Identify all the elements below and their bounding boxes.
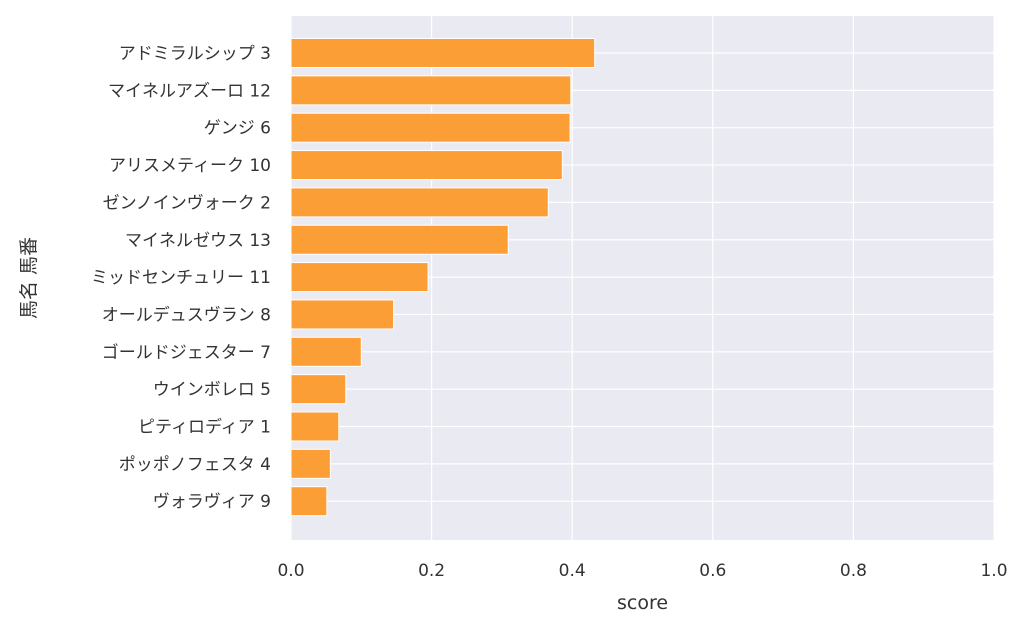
bar [290,38,596,68]
category-label: ミッドセンチュリー 11 [91,268,271,288]
category-label: ゼンノインヴォーク 2 [103,193,271,213]
category-label: マイネルアズーロ 12 [108,81,271,101]
bar [290,299,395,330]
category-labels: アドミラルシップ 3 マイネルアズーロ 12 ゲンジ 6 アリスメティーク 10 ゼンノ… [91,44,271,512]
bar [290,112,571,143]
bar [290,150,563,181]
x-tick-label: 1.0 [980,561,1007,581]
bar [290,224,509,255]
bar [290,411,340,442]
x-tick-label: 0.8 [840,561,867,581]
bar [290,448,331,479]
x-tick-labels: 0.0 0.2 0.4 0.6 0.8 1.0 [277,561,1007,581]
x-tick-label: 0.6 [699,561,726,581]
category-label: アリスメティーク 10 [109,156,271,176]
bar [290,486,328,517]
category-label: ヴォラヴィア 9 [153,492,271,512]
category-label: オールデュスヴラン 8 [102,304,271,325]
bar [290,187,549,218]
x-tick-label: 0.4 [559,561,586,581]
x-tick-label: 0.0 [277,561,304,581]
x-axis-label: score [617,592,668,614]
category-label: ポッポノフェスタ 4 [119,455,271,475]
category-label: マイネルゼウス 13 [125,231,271,251]
category-label: ピティロディア 1 [138,417,271,438]
bar [290,75,572,106]
bar [290,262,429,293]
x-tick-label: 0.2 [418,561,445,581]
category-label: アドミラルシップ 3 [119,44,271,64]
bar [290,374,347,405]
bars [290,38,596,517]
category-label: ゲンジ 6 [204,119,271,139]
category-label: ゴールドジェスター 7 [102,342,271,363]
category-label: ウインボレロ 5 [153,380,271,400]
y-axis-label: 馬名 馬番 [18,237,40,319]
bar [290,336,362,367]
